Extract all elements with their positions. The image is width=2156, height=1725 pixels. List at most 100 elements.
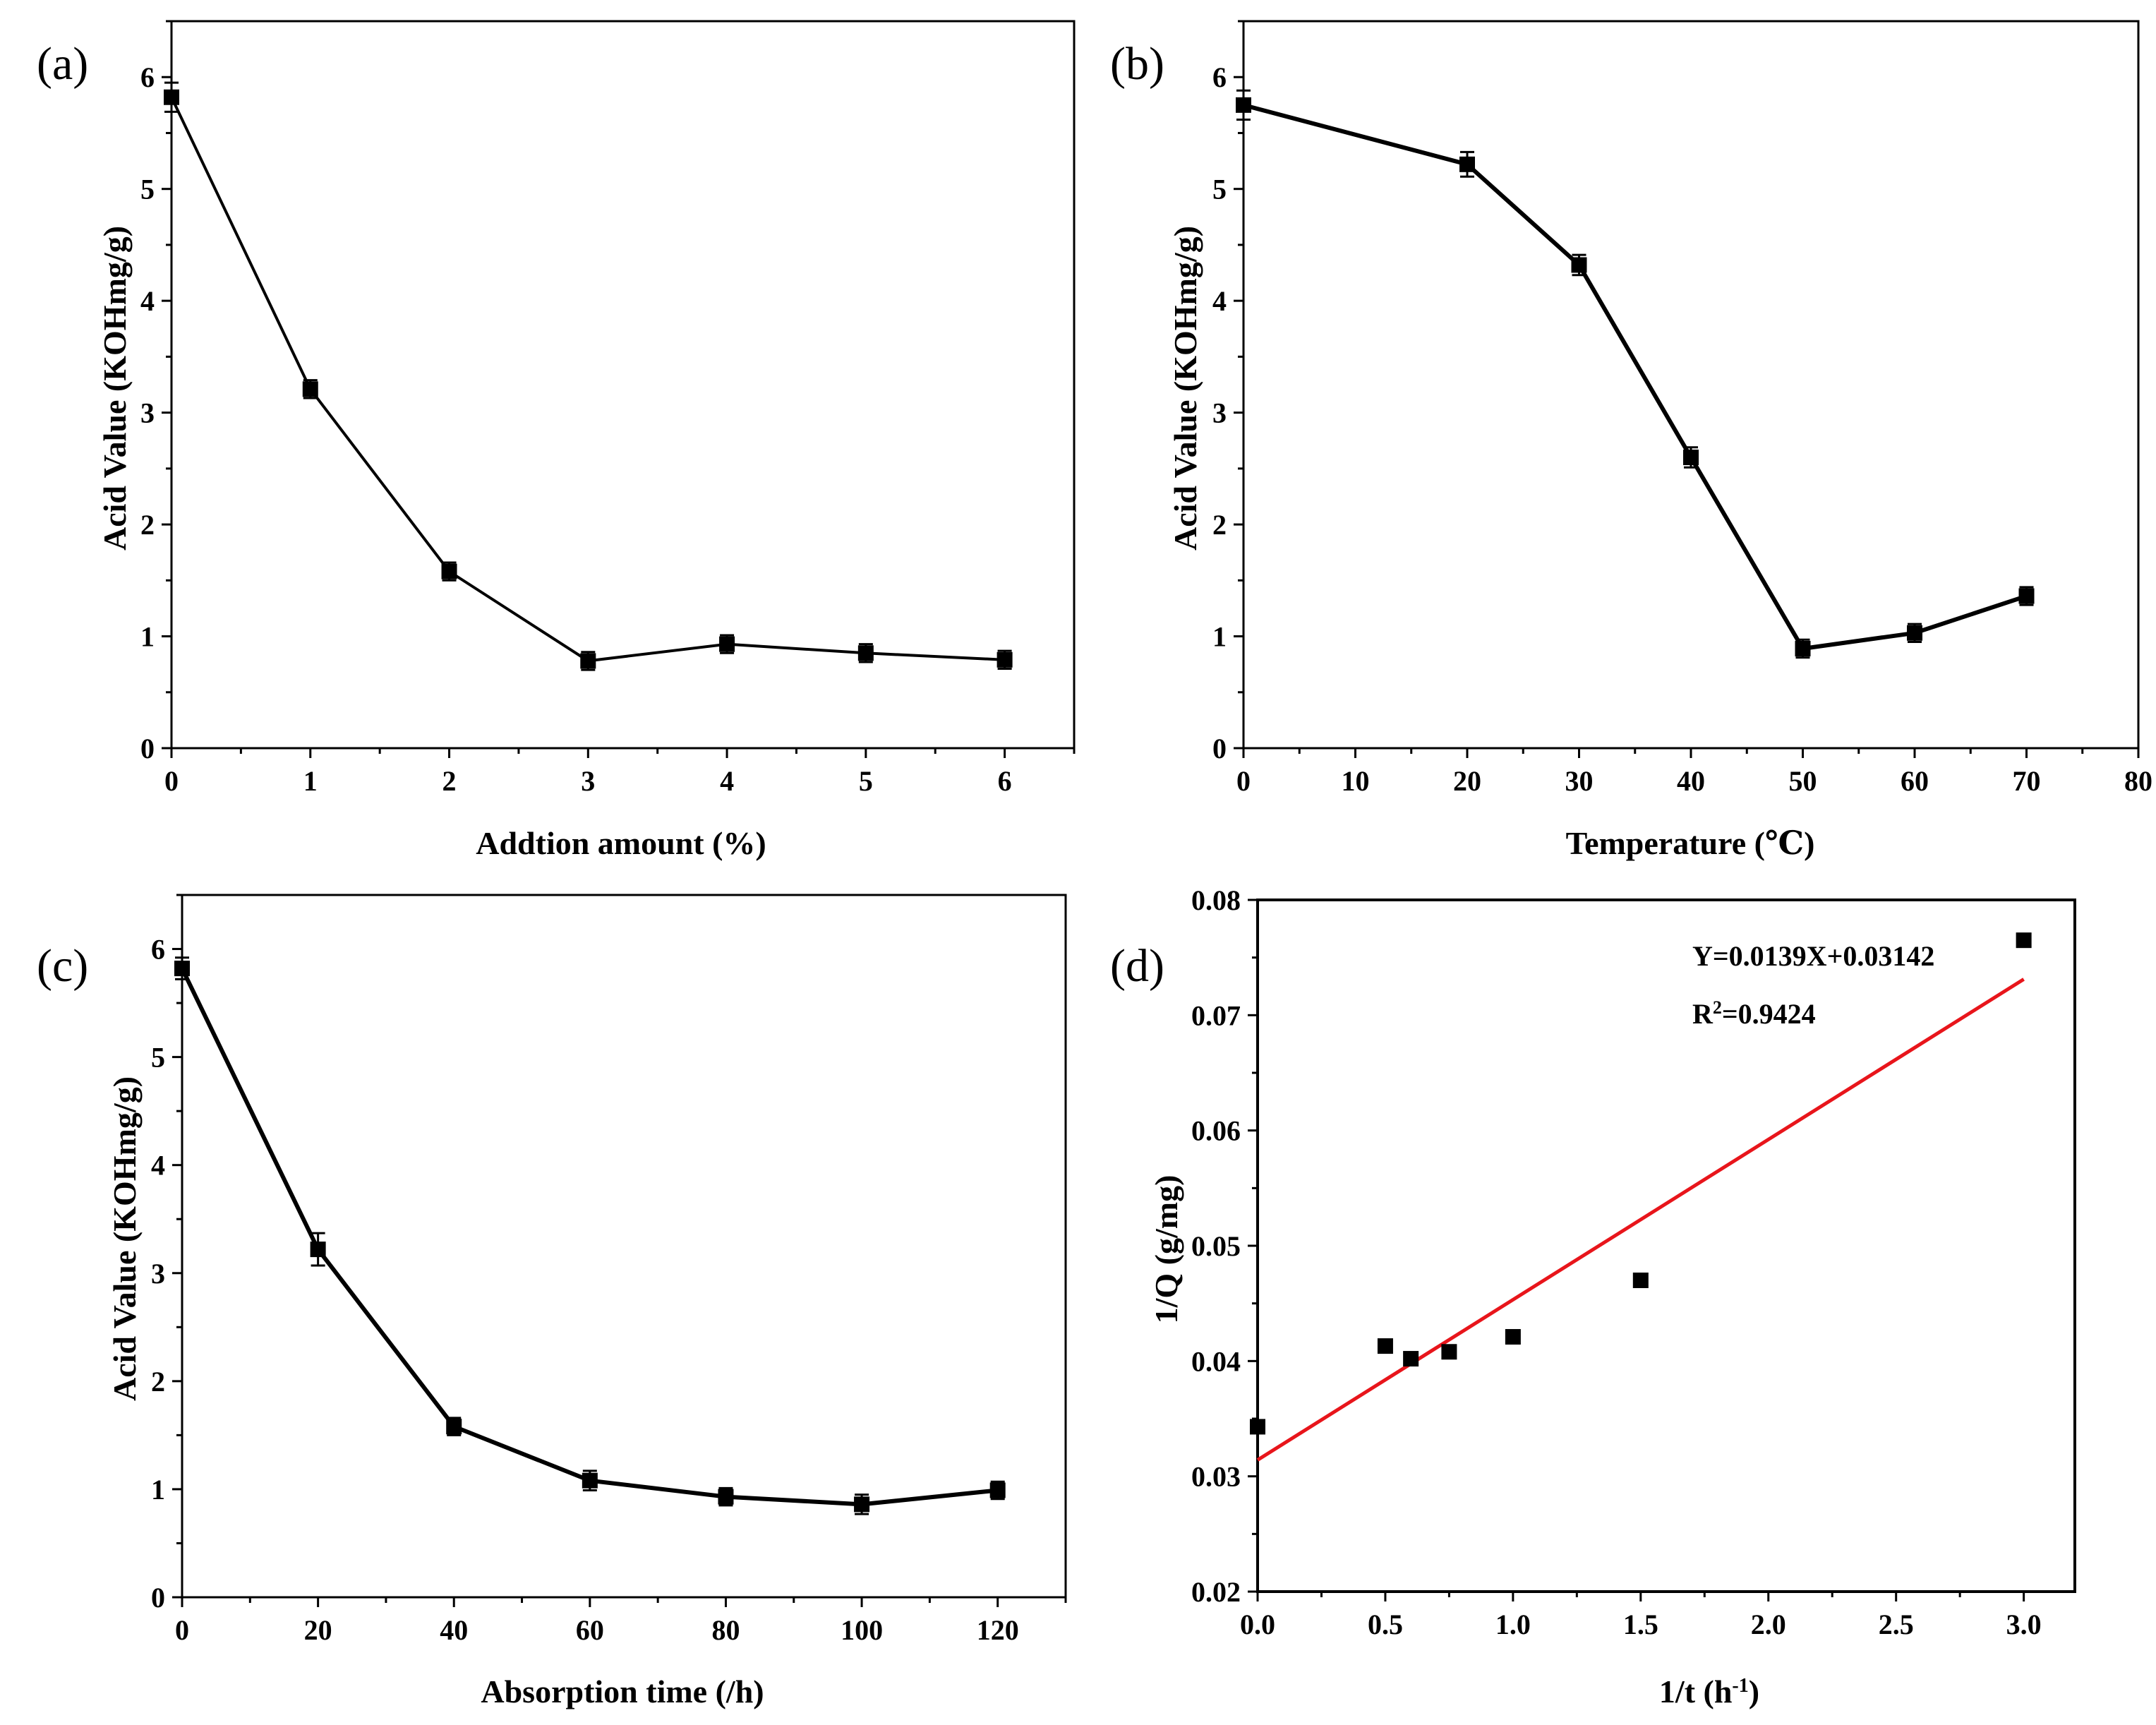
panel-a-y-tick-label: 4 — [140, 285, 155, 317]
panel-c-x-tick-label: 60 — [576, 1614, 604, 1646]
panel-b-y-tick-label: 5 — [1212, 174, 1227, 205]
panel-a-data-point — [302, 381, 318, 397]
panel-c-data-point — [174, 961, 190, 977]
panel-a-y-tick-label: 5 — [140, 174, 155, 205]
panel-b-y-tick-label: 2 — [1212, 509, 1227, 541]
panel-c-x-tick-label: 20 — [304, 1614, 332, 1646]
panel-b-y-axis-title: Acid Value (KOHmg/g) — [1167, 226, 1203, 551]
panel-b-x-tick-label: 70 — [2013, 765, 2041, 797]
panel-b-y-tick-label: 1 — [1212, 621, 1227, 653]
panel-a-y-axis-title: Acid Value (KOHmg/g) — [97, 226, 133, 551]
panel-d-r-squared-sup: 2 — [1713, 997, 1722, 1018]
panel-d-x-axis-title: 1/t (h-1) — [1659, 1673, 1759, 1709]
panel-c-plot-frame — [181, 894, 1067, 1599]
panel-b-data-point — [1459, 156, 1475, 172]
panel-d-x-tick-label: 1.5 — [1623, 1609, 1658, 1640]
panel-d-y-tick-label: 0.04 — [1191, 1345, 1241, 1377]
panel-c-x-tick-label: 100 — [841, 1614, 883, 1646]
panel-b-y-tick-label: 3 — [1212, 397, 1227, 429]
panel-c-x-tick-label: 40 — [440, 1614, 468, 1646]
panel-a-x-tick-label: 4 — [720, 765, 734, 797]
panel-b-y-tick-label: 0 — [1212, 733, 1227, 764]
panel-a-data-point — [719, 636, 735, 652]
panel-b-x-tick-label: 60 — [1901, 765, 1929, 797]
panel-d-r-squared: R2=0.9424 — [1692, 997, 1816, 1030]
panel-a-plot-frame — [170, 20, 1076, 750]
panel-c-y-tick-label: 2 — [151, 1366, 165, 1398]
panel-d-linear-fit: (d) 1/t (h-1) 1/Q (g/mg) Y=0.0139X+0.031… — [1110, 884, 2076, 1709]
panel-c-y-tick-label: 3 — [151, 1258, 165, 1290]
panel-d-x-tick-label: 3.0 — [2006, 1609, 2042, 1640]
panel-d-x-axis-title-sup: -1 — [1732, 1675, 1748, 1697]
panel-a-acid-vs-addition: (a) Addtion amount (%) Acid Value (KOHmg… — [37, 20, 1076, 861]
panel-d-y-tick-label: 0.06 — [1191, 1115, 1241, 1147]
panel-d-data-point — [1505, 1329, 1521, 1345]
panel-b-x-axis-title: Temperature (℃) — [1566, 825, 1815, 861]
panel-d-y-tick-label: 0.05 — [1191, 1230, 1241, 1262]
panel-b-data-point — [1795, 640, 1811, 656]
panel-a-x-tick-label: 1 — [303, 765, 318, 797]
panel-c-y-tick-label: 5 — [151, 1042, 165, 1074]
panel-c-x-tick-label: 80 — [711, 1614, 740, 1646]
panel-b-x-tick-label: 0 — [1236, 765, 1251, 797]
panel-c-data-point — [446, 1419, 462, 1435]
panel-d-x-tick-label: 0.0 — [1240, 1609, 1275, 1640]
panel-d-data-point — [1403, 1351, 1419, 1367]
panel-b-data-point — [1571, 257, 1587, 273]
panel-b-x-tick-label: 40 — [1677, 765, 1705, 797]
panel-d-data-point — [1632, 1273, 1649, 1288]
panel-b-y-tick-label: 4 — [1212, 285, 1227, 317]
panel-d-y-axis-title: 1/Q (g/mg) — [1148, 1175, 1184, 1324]
panel-c-y-axis-title: Acid Value (KOHmg/g) — [107, 1076, 143, 1401]
panel-c-data-point — [582, 1472, 598, 1489]
panel-c-label: (c) — [37, 940, 88, 992]
panel-d-y-tick-label: 0.07 — [1191, 999, 1241, 1031]
panel-c-y-tick-label: 6 — [151, 934, 165, 966]
panel-d-x-tick-label: 2.5 — [1879, 1609, 1914, 1640]
panel-b-x-tick-label: 80 — [2124, 765, 2152, 797]
panel-d-x-axis-title-close: ) — [1749, 1673, 1759, 1709]
panel-b-data-point — [2018, 588, 2035, 604]
panel-b-label: (b) — [1110, 38, 1164, 90]
panel-d-r-squared-value: =0.9424 — [1722, 998, 1816, 1030]
panel-c-y-tick-label: 1 — [151, 1474, 165, 1505]
panel-c-x-tick-label: 120 — [977, 1614, 1019, 1646]
panel-d-x-tick-label: 1.0 — [1495, 1609, 1531, 1640]
panel-a-y-tick-label: 1 — [140, 621, 155, 653]
panel-d-y-tick-label: 0.03 — [1191, 1461, 1241, 1493]
panel-a-data-point — [441, 563, 457, 579]
panel-c-data-point — [854, 1496, 870, 1513]
panel-c-x-tick-label: 0 — [175, 1614, 189, 1646]
panel-a-x-axis-title: Addtion amount (%) — [476, 825, 766, 861]
panel-b-x-tick-label: 20 — [1453, 765, 1481, 797]
panel-a-y-tick-label: 2 — [140, 509, 155, 541]
panel-b-x-tick-label: 10 — [1342, 765, 1370, 797]
panel-d-r-squared-prefix: R — [1692, 998, 1714, 1030]
panel-d-y-tick-label: 0.02 — [1191, 1576, 1241, 1608]
panel-a-x-tick-label: 3 — [581, 765, 595, 797]
panel-c-acid-vs-time: (c) Absorption time (/h) Acid Value (KOH… — [37, 894, 1067, 1709]
panel-a-y-tick-label: 3 — [140, 397, 155, 429]
panel-a-label: (a) — [37, 38, 88, 90]
panel-b-x-tick-label: 30 — [1565, 765, 1594, 797]
panel-c-y-tick-label: 0 — [151, 1582, 165, 1613]
panel-d-fit-equation: Y=0.0139X+0.03142 — [1692, 940, 1934, 972]
panel-c-data-point — [989, 1482, 1006, 1498]
panel-a-data-point — [164, 89, 179, 105]
panel-d-data-point — [1250, 1419, 1265, 1435]
panel-d-label: (d) — [1110, 940, 1164, 992]
panel-b-data-point — [1236, 97, 1251, 113]
panel-b-data-point — [1683, 450, 1699, 465]
panel-a-data-point — [996, 651, 1013, 668]
panel-a-data-point — [857, 645, 874, 661]
panel-a-data-point — [580, 653, 596, 669]
panel-a-x-tick-label: 5 — [859, 765, 873, 797]
panel-d-fit-line — [1256, 978, 2025, 1462]
panel-c-x-axis-title: Absorption time (/h) — [481, 1673, 764, 1709]
panel-c-data-point — [310, 1242, 326, 1258]
panel-a-x-tick-label: 6 — [998, 765, 1012, 797]
panel-b-acid-vs-temperature: (b) Temperature (℃) Acid Value (KOHmg/g)… — [1110, 20, 2152, 861]
panel-b-x-tick-label: 50 — [1789, 765, 1817, 797]
